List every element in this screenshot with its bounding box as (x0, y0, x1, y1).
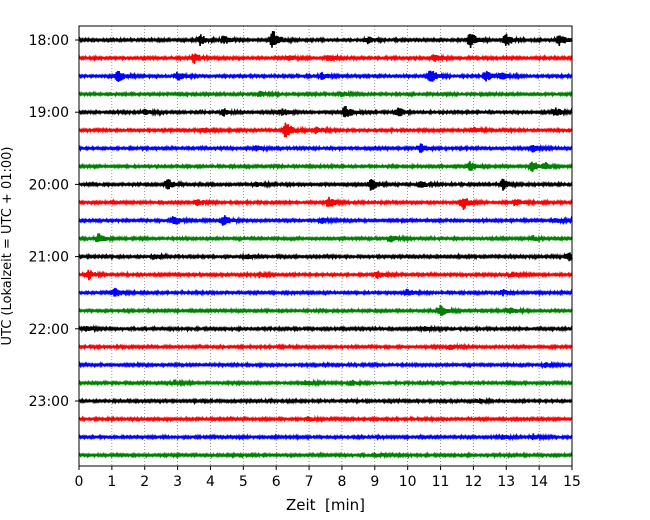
trace-2000 (78, 178, 573, 191)
trace-2330 (78, 432, 573, 442)
y-tick-label: 23:00 (29, 394, 69, 410)
trace-1945 (78, 161, 573, 172)
trace-1915 (78, 122, 573, 138)
x-tick-label: 10 (399, 474, 417, 490)
y-tick-label: 19:00 (29, 105, 69, 121)
x-tick-label: 15 (563, 474, 581, 490)
trace-2015 (78, 196, 573, 210)
y-tick-label: 22:00 (29, 322, 69, 338)
trace-group (78, 30, 573, 460)
trace-2245 (78, 378, 573, 388)
x-tick-label: 7 (305, 474, 314, 490)
trace-2200 (78, 324, 573, 334)
x-tick-label: 2 (140, 474, 149, 490)
y-tick-label: 20:00 (29, 177, 69, 193)
x-axis-label: Zeit [min] (286, 496, 365, 514)
x-tick-label: 1 (107, 474, 116, 490)
x-tick-label: 3 (173, 474, 182, 490)
x-tick-label: 5 (239, 474, 248, 490)
trace-2145 (78, 304, 573, 317)
trace-1930 (78, 143, 573, 153)
x-tick-label: 8 (337, 474, 346, 490)
trace-2045 (78, 233, 573, 244)
trace-2230 (78, 360, 573, 370)
trace-2345 (78, 450, 573, 460)
x-tick-label: 9 (370, 474, 379, 490)
plot-frame (78, 25, 573, 467)
trace-2115 (78, 269, 573, 281)
trace-1900 (78, 105, 573, 118)
y-axis-ticks: 18:00 19:00 20:00 21:00 22:00 23:00 (29, 33, 79, 410)
y-tick-label: 21:00 (29, 250, 69, 266)
trace-2315 (78, 414, 573, 424)
trace-2100 (78, 251, 573, 262)
y-tick-label: 18:00 (29, 33, 69, 49)
vertical-gridlines (111, 26, 540, 466)
x-tick-label: 6 (272, 474, 281, 490)
trace-2130 (78, 287, 573, 297)
x-tick-label: 12 (464, 474, 482, 490)
trace-2215 (78, 342, 573, 352)
x-tick-label: 13 (497, 474, 515, 490)
trace-2300 (78, 396, 573, 406)
trace-2030 (78, 215, 573, 226)
x-axis-ticks: 0 1 2 3 4 5 6 7 8 9 10 11 12 13 14 15 (75, 466, 581, 490)
trace-1800 (78, 30, 573, 48)
x-tick-label: 0 (75, 474, 84, 490)
x-tick-label: 4 (206, 474, 215, 490)
trace-1830 (78, 70, 573, 82)
x-tick-label: 14 (530, 474, 548, 490)
x-tick-label: 11 (432, 474, 450, 490)
trace-1815 (78, 53, 573, 65)
y-axis-label: UTC (Lokalzeit = UTC + 01:00) (0, 147, 15, 346)
plot-area (79, 26, 572, 466)
trace-1845 (78, 89, 573, 99)
